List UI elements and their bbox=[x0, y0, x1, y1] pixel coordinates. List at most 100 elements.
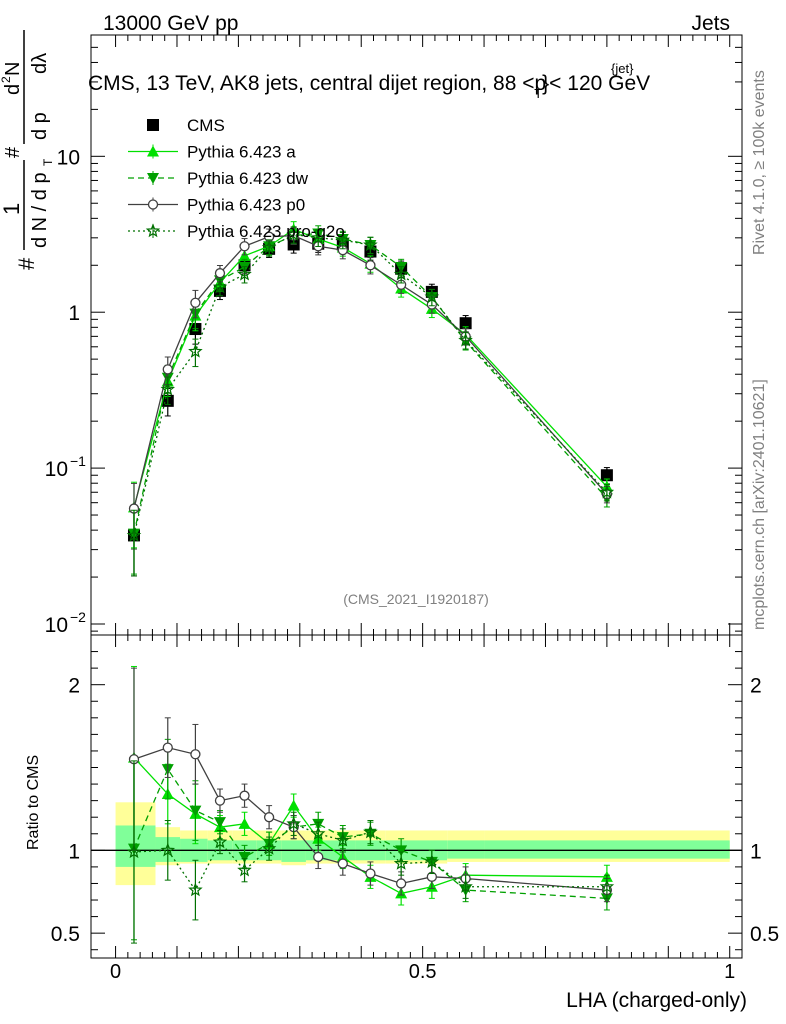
main-point bbox=[424, 289, 440, 304]
main-point bbox=[237, 266, 252, 281]
main-ytick-exp: −2 bbox=[70, 609, 86, 625]
ratio-series-line bbox=[133, 767, 607, 900]
main-point bbox=[393, 266, 409, 281]
ratio-point bbox=[261, 841, 277, 855]
mcplots-label: mcplots.cern.ch [arXiv:2401.10621] bbox=[751, 379, 768, 630]
legend-marker bbox=[145, 223, 161, 238]
rivet-label: Rivet 4.1.0, ≥ 100k events bbox=[751, 70, 768, 255]
ylabel-dpT: d p bbox=[29, 112, 51, 140]
ratio-plot: 0 0.5 1 0.5 0.5 1 1 2 2 bbox=[51, 635, 779, 983]
main-point bbox=[310, 230, 326, 245]
ratio-point bbox=[189, 805, 202, 817]
ylabel-hash2: # bbox=[2, 146, 24, 158]
main-point bbox=[600, 469, 613, 482]
ratio-ytick-label-right: 0.5 bbox=[750, 923, 779, 946]
ratio-band-inner bbox=[484, 840, 730, 859]
main-series-line bbox=[133, 232, 608, 534]
main-point bbox=[239, 241, 250, 252]
ylabel-hash1: # bbox=[14, 257, 39, 270]
main-point bbox=[363, 237, 378, 252]
main-point bbox=[162, 364, 173, 375]
ratio-point bbox=[239, 790, 250, 801]
main-ytick-label: 1 bbox=[68, 302, 80, 325]
main-point bbox=[335, 232, 351, 247]
ratio-point bbox=[424, 854, 440, 869]
main-ylabel: # 1 d N / d p T # d 2 N d p dλ bbox=[0, 30, 55, 270]
legend-label: Pythia 6.423 dw bbox=[187, 169, 309, 188]
plot-title: CMS, 13 TeV, AK8 jets, central dijet reg… bbox=[88, 72, 650, 101]
main-point bbox=[160, 381, 176, 396]
ratio-point bbox=[213, 817, 226, 829]
legend-label: Pythia 6.423 pro-q2o bbox=[187, 222, 345, 241]
main-point bbox=[459, 317, 472, 330]
main-point bbox=[190, 297, 201, 308]
ylabel-dlam: dλ bbox=[29, 53, 51, 74]
ratio-point bbox=[395, 878, 407, 889]
main-point bbox=[261, 239, 277, 254]
ratio-uncertainty-band bbox=[115, 802, 730, 886]
ratio-xtick-label: 1 bbox=[724, 961, 735, 983]
ratio-point bbox=[238, 817, 251, 829]
ratio-point bbox=[190, 749, 201, 760]
ratio-ytick-label: 0.5 bbox=[51, 923, 80, 946]
ratio-point bbox=[160, 842, 176, 857]
ratio-point bbox=[313, 851, 324, 863]
ratio-point bbox=[286, 816, 301, 831]
ratio-point bbox=[310, 826, 326, 840]
main-ytick-label: 10 bbox=[45, 614, 68, 637]
ratio-point bbox=[365, 868, 376, 879]
ratio-series-line bbox=[133, 746, 607, 891]
header-left: 13000 GeV pp bbox=[103, 12, 238, 35]
legend-marker bbox=[147, 199, 159, 210]
main-point bbox=[365, 260, 376, 271]
ratio-point bbox=[126, 844, 142, 859]
ratio-point bbox=[363, 824, 378, 839]
plot-title-sup: {jet} bbox=[611, 61, 634, 76]
ylabel-d2N: d bbox=[2, 84, 24, 95]
legend-marker bbox=[147, 119, 159, 131]
ratio-ytick-label: 1 bbox=[68, 840, 80, 863]
legend: CMS Pythia 6.423 a Pythia 6.423 dw Pythia 6… bbox=[128, 116, 345, 241]
header-right: Jets bbox=[691, 12, 730, 35]
ratio-frame bbox=[90, 634, 743, 959]
ylabel-sq: 2 bbox=[0, 76, 13, 83]
ratio-band-inner bbox=[281, 840, 306, 862]
plot-title-end: }< 120 GeV bbox=[542, 72, 650, 95]
ratio-point bbox=[599, 879, 615, 893]
ratio-point bbox=[263, 812, 275, 823]
ratio-point bbox=[238, 851, 251, 863]
legend-marker bbox=[147, 145, 159, 157]
plot-title-sub: T bbox=[534, 86, 542, 101]
main-ytick-exp: −1 bbox=[70, 453, 86, 469]
ratio-point bbox=[458, 879, 473, 893]
ratio-point bbox=[162, 742, 173, 753]
ratio-ytick-label: 2 bbox=[68, 675, 80, 698]
ylabel-dN: d N / d p bbox=[29, 172, 51, 248]
legend-label: Pythia 6.423 p0 bbox=[187, 196, 305, 215]
legend-label: CMS bbox=[187, 116, 225, 135]
ratio-point bbox=[212, 834, 228, 849]
ratio-ytick-label-right: 2 bbox=[750, 675, 762, 698]
ratio-xtick-label: 0.5 bbox=[409, 961, 437, 983]
x-axis-label: LHA (charged-only) bbox=[566, 989, 747, 1012]
ratio-xtick-label: 0 bbox=[110, 961, 121, 983]
ratio-point bbox=[287, 799, 300, 811]
main-ytick-label: 10 bbox=[57, 146, 80, 169]
main-point bbox=[286, 226, 301, 241]
analysis-watermark: (CMS_2021_I1920187) bbox=[343, 591, 489, 607]
ratio-series-line bbox=[133, 823, 607, 892]
legend-marker bbox=[147, 173, 159, 184]
ylabel-sub: T bbox=[41, 158, 55, 166]
ratio-point bbox=[395, 845, 408, 857]
ratio-point bbox=[237, 862, 252, 877]
ratio-point bbox=[188, 882, 203, 897]
ratio-point bbox=[393, 855, 409, 870]
main-point bbox=[214, 268, 226, 279]
ratio-point bbox=[214, 795, 226, 806]
main-series-line bbox=[133, 234, 608, 509]
ylabel-N: N bbox=[2, 62, 24, 76]
main-ytick-label: 10 bbox=[45, 458, 68, 481]
main-point bbox=[599, 484, 615, 499]
